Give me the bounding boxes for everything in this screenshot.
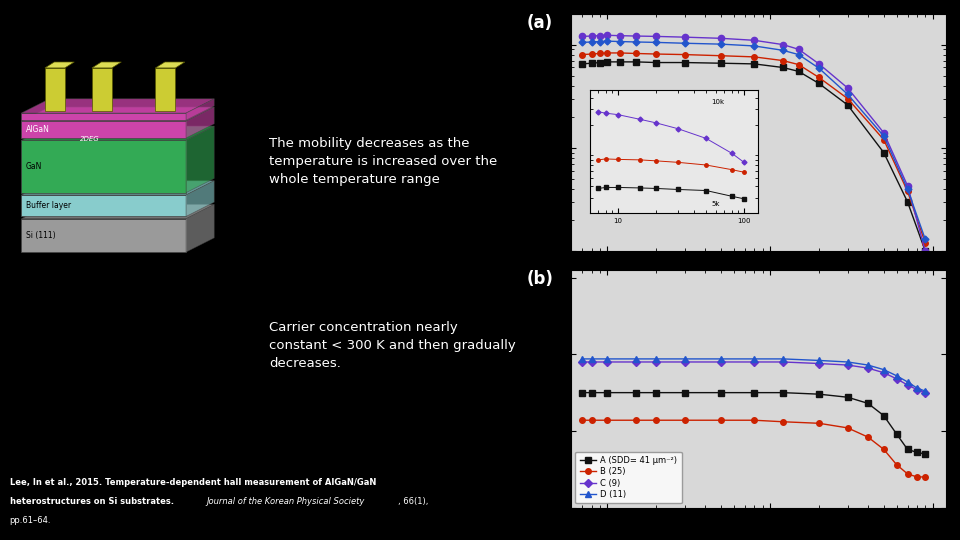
Polygon shape xyxy=(186,107,214,138)
Polygon shape xyxy=(21,219,186,252)
Text: Ti/Au: Ti/Au xyxy=(26,53,45,62)
Text: (b): (b) xyxy=(526,270,553,288)
Polygon shape xyxy=(21,113,186,120)
Polygon shape xyxy=(186,126,214,193)
Text: heterostructures on Si substrates.: heterostructures on Si substrates. xyxy=(10,497,177,506)
Bar xyxy=(92,68,112,111)
Polygon shape xyxy=(21,99,214,113)
Polygon shape xyxy=(21,205,214,219)
Text: (a): (a) xyxy=(526,14,552,31)
Polygon shape xyxy=(92,62,121,68)
Polygon shape xyxy=(21,126,214,140)
Text: Si (111): Si (111) xyxy=(26,231,56,240)
Polygon shape xyxy=(21,107,214,122)
Polygon shape xyxy=(45,62,74,68)
Text: Carrier concentration nearly
constant < 300 K and then gradually
decreases.: Carrier concentration nearly constant < … xyxy=(269,321,516,370)
X-axis label: Temperature (K): Temperature (K) xyxy=(716,525,801,535)
Polygon shape xyxy=(21,181,214,195)
Text: The mobility decreases as the
temperature is increased over the
whole temperatur: The mobility decreases as the temperatur… xyxy=(269,138,497,186)
Text: Lee, In et al., 2015. Temperature-dependent hall measurement of AlGaN/GaN: Lee, In et al., 2015. Temperature-depend… xyxy=(10,478,376,487)
Polygon shape xyxy=(186,205,214,252)
Text: GaN: GaN xyxy=(26,162,42,171)
Y-axis label: $n_{ss}$ (10$^{13}$ cm$^{-1}$): $n_{ss}$ (10$^{13}$ cm$^{-1}$) xyxy=(533,349,548,429)
Polygon shape xyxy=(21,195,186,217)
Bar xyxy=(45,68,65,111)
Polygon shape xyxy=(186,99,214,120)
Text: Journal of the Korean Physical Society: Journal of the Korean Physical Society xyxy=(206,497,365,506)
Polygon shape xyxy=(21,122,186,138)
Text: pp.61–64.: pp.61–64. xyxy=(10,516,51,525)
Polygon shape xyxy=(156,62,185,68)
Text: AlGaN: AlGaN xyxy=(26,125,50,134)
Text: , 66(1),: , 66(1), xyxy=(398,497,429,506)
Polygon shape xyxy=(21,140,186,193)
Y-axis label: Mobility (cm$^2$/Vs): Mobility (cm$^2$/Vs) xyxy=(529,87,545,177)
Text: 2DEG: 2DEG xyxy=(80,136,100,142)
Polygon shape xyxy=(186,181,214,217)
Legend: A (SDD= 41 μm⁻²), B (25), C (9), D (11): A (SDD= 41 μm⁻²), B (25), C (9), D (11) xyxy=(575,451,682,503)
Bar xyxy=(156,68,176,111)
Text: Buffer layer: Buffer layer xyxy=(26,201,71,210)
